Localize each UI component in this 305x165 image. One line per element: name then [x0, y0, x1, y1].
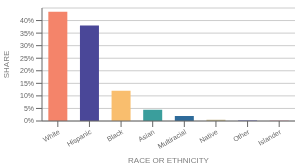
svg-text:25%: 25% [20, 55, 34, 62]
svg-text:SHARE: SHARE [8, 51, 11, 79]
svg-text:Native: Native [198, 128, 219, 144]
svg-text:RACE OR ETHNICITY: RACE OR ETHNICITY [128, 156, 210, 165]
svg-text:40%: 40% [20, 17, 34, 24]
svg-text:Asian: Asian [137, 128, 156, 143]
svg-text:30%: 30% [20, 42, 34, 49]
svg-text:5%: 5% [24, 105, 34, 112]
svg-text:Hispanic: Hispanic [66, 128, 94, 149]
svg-text:White: White [42, 128, 61, 143]
svg-text:Multiracial: Multiracial [157, 128, 188, 150]
svg-text:0%: 0% [24, 117, 34, 124]
svg-text:10%: 10% [20, 92, 34, 99]
svg-text:35%: 35% [20, 30, 34, 37]
svg-text:Other: Other [232, 128, 251, 143]
svg-text:15%: 15% [20, 80, 34, 87]
svg-text:20%: 20% [20, 67, 34, 74]
svg-text:Black: Black [106, 128, 125, 143]
svg-text:Islander: Islander [257, 128, 283, 147]
